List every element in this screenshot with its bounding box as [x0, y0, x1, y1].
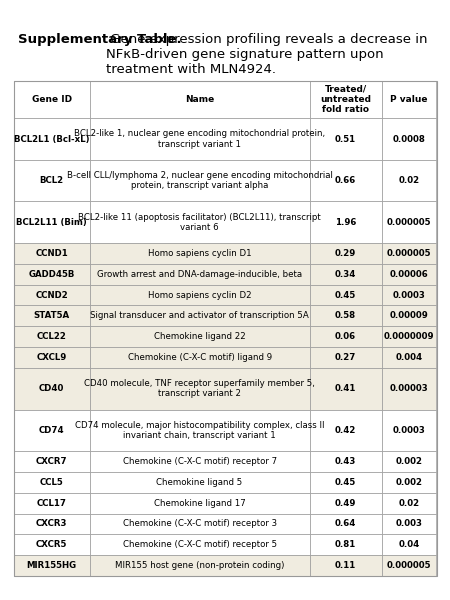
Text: Chemokine (C-X-C motif) ligand 9: Chemokine (C-X-C motif) ligand 9 — [127, 353, 272, 362]
Text: 0.41: 0.41 — [335, 384, 356, 393]
Text: Name: Name — [185, 95, 214, 104]
Text: BCL2-like 1, nuclear gene encoding mitochondrial protein,
transcript variant 1: BCL2-like 1, nuclear gene encoding mitoc… — [74, 130, 325, 149]
Text: Growth arrest and DNA-damage-inducible, beta: Growth arrest and DNA-damage-inducible, … — [97, 270, 302, 279]
Text: CCND2: CCND2 — [35, 290, 68, 299]
Text: Homo sapiens cyclin D1: Homo sapiens cyclin D1 — [148, 249, 252, 258]
Text: Homo sapiens cyclin D2: Homo sapiens cyclin D2 — [148, 290, 252, 299]
Text: 0.64: 0.64 — [335, 520, 356, 529]
Text: MIR155HG: MIR155HG — [27, 561, 76, 570]
Text: BCL2: BCL2 — [40, 176, 63, 185]
Text: 0.0003: 0.0003 — [392, 290, 425, 299]
Text: Chemokine (C-X-C motif) receptor 3: Chemokine (C-X-C motif) receptor 3 — [122, 520, 277, 529]
Text: 0.0008: 0.0008 — [392, 134, 425, 143]
Text: Chemokine ligand 22: Chemokine ligand 22 — [154, 332, 246, 341]
Text: 0.0000009: 0.0000009 — [384, 332, 434, 341]
Text: Supplementary Table.: Supplementary Table. — [18, 33, 182, 46]
Text: 0.04: 0.04 — [398, 540, 420, 549]
Text: 0.49: 0.49 — [335, 499, 356, 508]
Text: Signal transducer and activator of transcription 5A: Signal transducer and activator of trans… — [90, 311, 309, 320]
Text: MIR155 host gene (non-protein coding): MIR155 host gene (non-protein coding) — [115, 561, 284, 570]
Text: 0.45: 0.45 — [335, 478, 356, 487]
Text: 0.11: 0.11 — [335, 561, 356, 570]
Text: 0.43: 0.43 — [335, 457, 356, 466]
Text: 0.02: 0.02 — [398, 499, 419, 508]
Text: CCL17: CCL17 — [36, 499, 67, 508]
Text: BCL2-like 11 (apoptosis facilitator) (BCL2L11), transcript
variant 6: BCL2-like 11 (apoptosis facilitator) (BC… — [78, 212, 321, 232]
Text: CXCL9: CXCL9 — [36, 353, 67, 362]
Text: 0.27: 0.27 — [335, 353, 356, 362]
Text: CXCR7: CXCR7 — [36, 457, 68, 466]
Text: CCL22: CCL22 — [36, 332, 67, 341]
Text: P value: P value — [390, 95, 428, 104]
Text: BCL2L1 (Bcl-xL): BCL2L1 (Bcl-xL) — [14, 134, 89, 143]
Text: B-cell CLL/lymphoma 2, nuclear gene encoding mitochondrial
protein, transcript v: B-cell CLL/lymphoma 2, nuclear gene enco… — [67, 171, 333, 190]
Text: CD74: CD74 — [39, 426, 64, 435]
Text: 0.000005: 0.000005 — [387, 561, 431, 570]
Text: Chemokine ligand 5: Chemokine ligand 5 — [157, 478, 243, 487]
Text: 0.000005: 0.000005 — [387, 218, 431, 227]
Text: 0.000005: 0.000005 — [387, 249, 431, 258]
Text: CCND1: CCND1 — [35, 249, 68, 258]
Text: 0.81: 0.81 — [335, 540, 356, 549]
Text: 0.34: 0.34 — [335, 270, 356, 279]
Text: CD40: CD40 — [39, 384, 64, 393]
Text: 0.02: 0.02 — [398, 176, 419, 185]
Text: CXCR5: CXCR5 — [36, 540, 67, 549]
Text: Treated/
untreated
fold ratio: Treated/ untreated fold ratio — [320, 85, 371, 115]
Text: 0.00006: 0.00006 — [390, 270, 428, 279]
Text: CD40 molecule, TNF receptor superfamily member 5,
transcript variant 2: CD40 molecule, TNF receptor superfamily … — [84, 379, 315, 398]
Text: 0.004: 0.004 — [396, 353, 423, 362]
Text: 0.003: 0.003 — [396, 520, 423, 529]
Text: Chemokine (C-X-C motif) receptor 7: Chemokine (C-X-C motif) receptor 7 — [122, 457, 277, 466]
Text: 0.29: 0.29 — [335, 249, 356, 258]
Text: STAT5A: STAT5A — [33, 311, 70, 320]
Text: 0.002: 0.002 — [396, 457, 423, 466]
Text: 0.45: 0.45 — [335, 290, 356, 299]
Text: 0.06: 0.06 — [335, 332, 356, 341]
Text: Gene ID: Gene ID — [32, 95, 72, 104]
Text: Chemokine (C-X-C motif) receptor 5: Chemokine (C-X-C motif) receptor 5 — [122, 540, 277, 549]
Text: 0.0003: 0.0003 — [392, 426, 425, 435]
Text: 0.42: 0.42 — [335, 426, 356, 435]
Text: CD74 molecule, major histocompatibility complex, class II
invariant chain, trans: CD74 molecule, major histocompatibility … — [75, 421, 324, 440]
Text: CXCR3: CXCR3 — [36, 520, 68, 529]
Text: 0.002: 0.002 — [396, 478, 423, 487]
Text: BCL2L11 (Bim): BCL2L11 (Bim) — [16, 218, 87, 227]
Text: GADD45B: GADD45B — [28, 270, 75, 279]
Text: CCL5: CCL5 — [40, 478, 63, 487]
Text: Chemokine ligand 17: Chemokine ligand 17 — [154, 499, 246, 508]
Text: Gene expression profiling reveals a decrease in NFκB-driven gene signature patte: Gene expression profiling reveals a decr… — [106, 33, 427, 76]
Text: 0.51: 0.51 — [335, 134, 356, 143]
Text: 0.66: 0.66 — [335, 176, 356, 185]
Text: 1.96: 1.96 — [335, 218, 356, 227]
Text: 0.58: 0.58 — [335, 311, 356, 320]
Text: 0.00009: 0.00009 — [390, 311, 428, 320]
Text: 0.00003: 0.00003 — [390, 384, 428, 393]
